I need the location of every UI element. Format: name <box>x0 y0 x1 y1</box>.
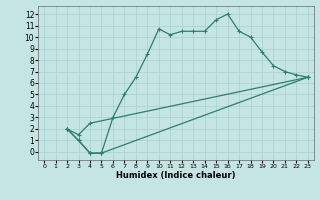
X-axis label: Humidex (Indice chaleur): Humidex (Indice chaleur) <box>116 171 236 180</box>
